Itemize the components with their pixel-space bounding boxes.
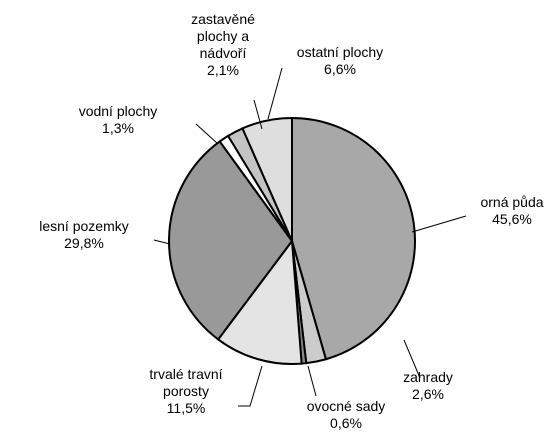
slice-label: trvalé travní porosty 11,5%	[136, 366, 236, 417]
value-label: 29,8%	[64, 235, 104, 251]
slice-label: orná půda 45,6%	[462, 194, 549, 228]
category-label: orná půda	[480, 194, 544, 210]
slice-label: zastavěné plochy a nádvoří 2,1%	[183, 11, 263, 79]
leader-line	[307, 365, 317, 397]
pie-slice	[241, 116, 293, 242]
value-label: 11,5%	[166, 400, 206, 416]
leader-line	[267, 67, 283, 120]
pie-slice	[168, 140, 294, 341]
leader-line	[403, 339, 421, 379]
category-label: ovocné sady	[306, 398, 386, 414]
slice-label: ostatní plochy 6,6%	[285, 44, 395, 78]
slice-label: ovocné sady 0,6%	[296, 398, 396, 432]
value-label: 45,6%	[492, 211, 532, 227]
leader-line	[195, 123, 219, 145]
value-label: 0,6%	[330, 415, 362, 431]
slice-label: zahrady 2,6%	[388, 369, 468, 403]
leader-line	[153, 239, 171, 245]
category-label: trvalé travní porosty	[149, 366, 223, 399]
leader-line	[411, 215, 467, 233]
leader-line	[253, 99, 263, 130]
value-label: 2,1%	[207, 62, 239, 78]
pie-slice	[291, 116, 416, 361]
slice-label: vodní plochy 1,3%	[63, 103, 173, 137]
pie-slice	[216, 238, 303, 365]
category-label: zastavěné plochy a nádvoří	[191, 11, 255, 61]
category-label: ostatní plochy	[296, 44, 384, 60]
value-label: 2,6%	[412, 386, 444, 402]
value-label: 1,3%	[102, 120, 134, 136]
leader-line	[238, 365, 263, 407]
slice-label: lesní pozemky 29,8%	[29, 218, 139, 252]
category-label: lesní pozemky	[39, 218, 129, 234]
category-label: vodní plochy	[78, 103, 158, 119]
value-label: 6,6%	[324, 61, 356, 77]
category-label: zahrady	[403, 369, 453, 385]
